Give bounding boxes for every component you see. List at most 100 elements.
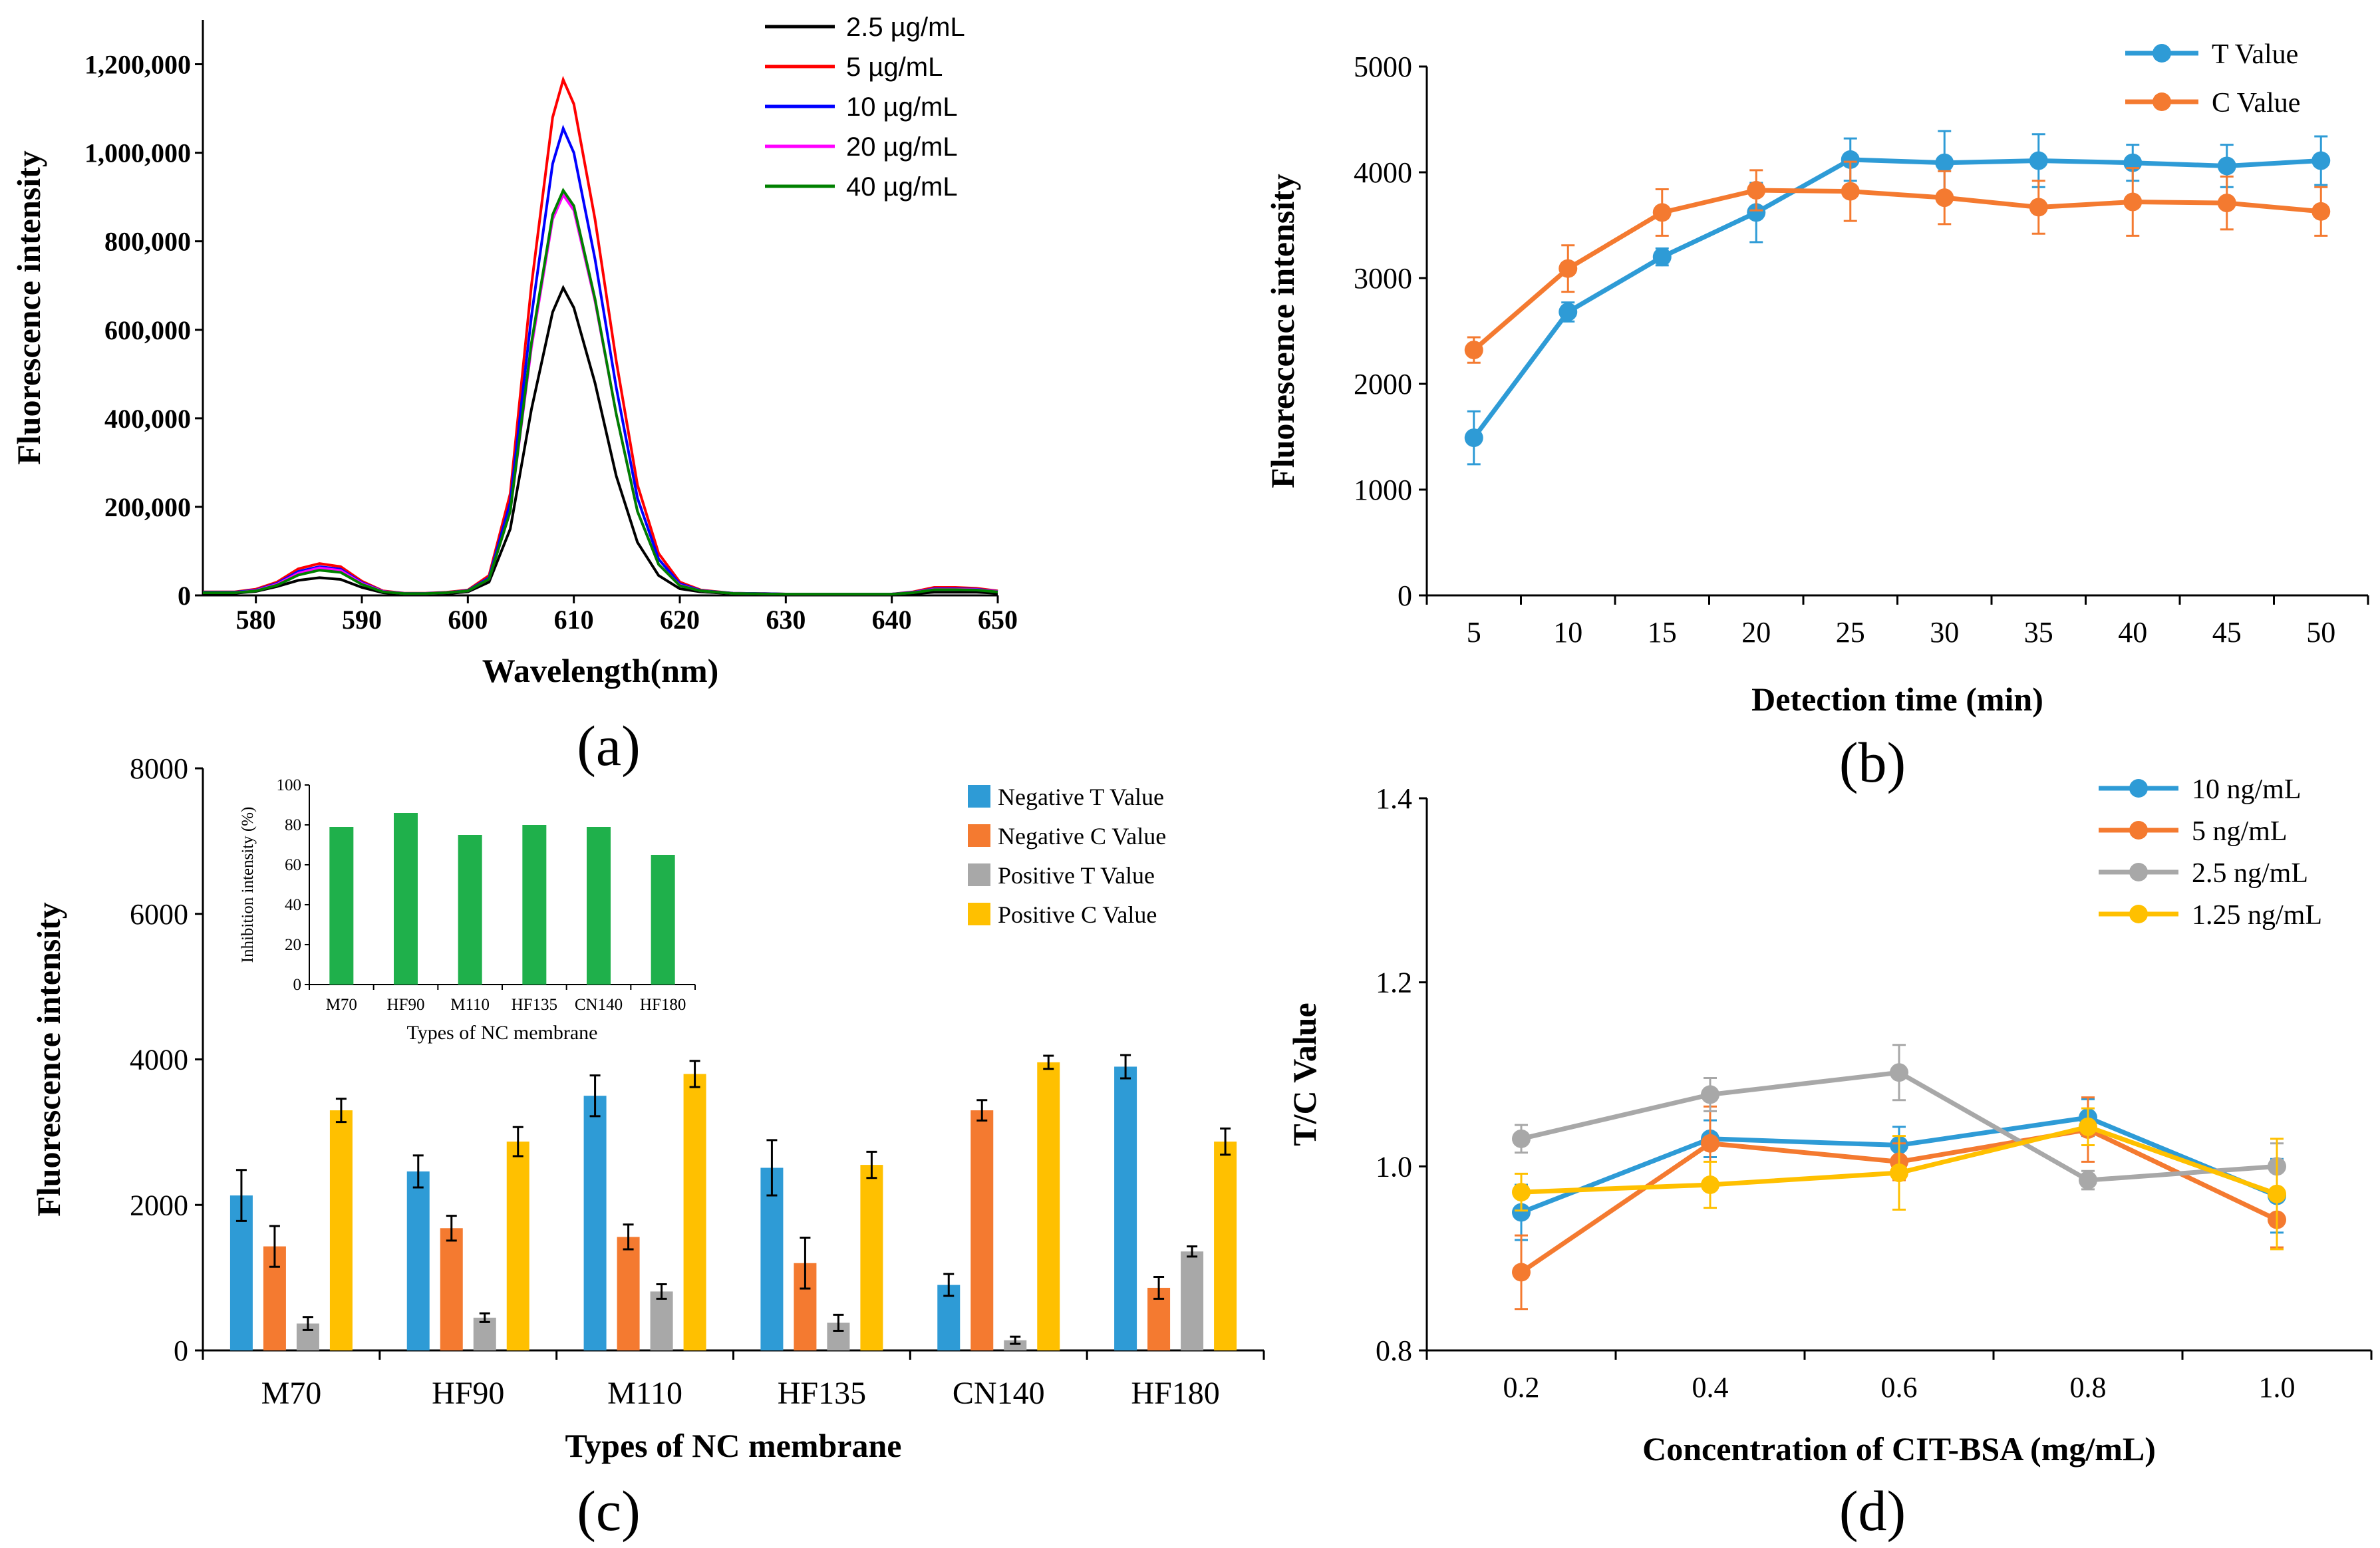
b-legend-label-c-value: C Value bbox=[2212, 88, 2300, 118]
b-point-c-value bbox=[2029, 198, 2048, 217]
d-y-tick-label: 1.4 bbox=[1376, 782, 1412, 815]
c-x-tick-label: CN140 bbox=[953, 1376, 1045, 1411]
c-x-tick-label: HF135 bbox=[778, 1376, 866, 1411]
b-x-tick-label: 5 bbox=[1467, 616, 1481, 649]
c-inset-y-tick-label: 0 bbox=[293, 976, 302, 994]
c-inset-y-tick-label: 40 bbox=[285, 896, 301, 914]
b-point-c-value bbox=[1747, 181, 1766, 200]
d-point-1-25-ng-ml bbox=[1701, 1175, 1719, 1194]
a-y-tick-label: 200,000 bbox=[104, 492, 191, 522]
c-x-tick-label: HF180 bbox=[1131, 1376, 1219, 1411]
b-x-tick-label: 35 bbox=[2024, 616, 2053, 649]
c-bar-positive-c-value-m110 bbox=[683, 1074, 706, 1350]
d-point-10-ng-ml bbox=[1512, 1203, 1531, 1222]
c-error-bar-positive-c-value bbox=[1220, 1127, 1231, 1156]
b-y-tick-label: 5000 bbox=[1354, 51, 1412, 83]
c-bar-negative-t-value-m110 bbox=[583, 1096, 607, 1350]
d-x-tick-label: 1.0 bbox=[2259, 1371, 2296, 1404]
c-y-tick-label: 6000 bbox=[130, 898, 188, 931]
c-y-axis-title: Fluorescence intensity bbox=[30, 902, 67, 1217]
c-error-bar-negative-c-value bbox=[1153, 1276, 1165, 1300]
c-bar-negative-t-value-hf180 bbox=[1114, 1066, 1137, 1350]
b-x-tick-label: 20 bbox=[1741, 616, 1771, 649]
a-x-tick-label: 620 bbox=[660, 605, 700, 635]
c-error-bar-negative-c-value bbox=[623, 1223, 634, 1251]
c-error-bar-positive-c-value bbox=[866, 1150, 877, 1179]
panel-a-spectra-chart: 0 200,000 400,000 600,000 800,000 1,000,000 1,… bbox=[10, 13, 1018, 778]
c-legend-swatch-positive-t-value bbox=[968, 863, 990, 886]
b-point-c-value bbox=[1935, 188, 1954, 208]
d-point-5-ng-ml bbox=[1701, 1134, 1719, 1153]
c-bar-positive-c-value-hf135 bbox=[860, 1165, 883, 1350]
c-inset-y-tick-label: 20 bbox=[285, 936, 301, 954]
b-x-tick-label: 10 bbox=[1553, 616, 1582, 649]
c-inset-bar-m70 bbox=[329, 827, 354, 985]
c-bar-positive-t-value-hf180 bbox=[1181, 1251, 1204, 1350]
c-error-bar-positive-t-value bbox=[833, 1313, 844, 1332]
c-error-bar-positive-t-value bbox=[479, 1312, 490, 1323]
d-point-1-25-ng-ml bbox=[1890, 1163, 1908, 1183]
c-legend-swatch-positive-c-value bbox=[968, 903, 990, 925]
c-inset-axes bbox=[309, 785, 695, 985]
c-legend-label-negative-t-value: Negative T Value bbox=[998, 784, 1164, 810]
d-y-tick-label: 0.8 bbox=[1376, 1334, 1412, 1367]
d-point-5-ng-ml bbox=[1512, 1263, 1531, 1282]
c-y-tick-label: 8000 bbox=[130, 752, 188, 785]
c-bar-positive-c-value-m70 bbox=[329, 1110, 353, 1350]
c-bar-positive-t-value-m110 bbox=[650, 1291, 673, 1350]
c-error-bar-negative-t-value bbox=[766, 1139, 778, 1197]
c-x-tick-label: M110 bbox=[607, 1376, 682, 1411]
d-point-2-5-ng-ml bbox=[1512, 1129, 1531, 1148]
panel-d-cit-bsa-chart: 0.8 1.0 1.2 1.4 0.2 0.4 0.6 0.8 1.0 Concentration… bbox=[1286, 774, 2373, 1543]
a-y-axis-title: Fluorescence intensity bbox=[10, 150, 47, 465]
c-error-bar-positive-c-value bbox=[512, 1126, 523, 1158]
d-y-axis-title: T/C Value bbox=[1286, 1003, 1323, 1146]
c-bar-positive-c-value-hf180 bbox=[1214, 1142, 1237, 1350]
b-point-c-value bbox=[2123, 192, 2143, 212]
c-bar-positive-c-value-hf90 bbox=[506, 1142, 529, 1350]
c-x-tick-label: M70 bbox=[261, 1376, 322, 1411]
c-inset-y-tick-label: 60 bbox=[285, 856, 301, 874]
b-x-tick-label: 30 bbox=[1930, 616, 1959, 649]
b-point-t-value bbox=[1935, 153, 1954, 172]
b-point-t-value bbox=[2217, 156, 2236, 176]
d-legend-label-10-ng-ml: 10 ng/mL bbox=[2192, 774, 2302, 805]
b-point-t-value bbox=[1559, 302, 1578, 321]
panel-c-nc-membrane-bar-chart: 0 2000 4000 6000 8000 M70 HF90 M110 HF135 CN140 HF… bbox=[30, 752, 1265, 1543]
c-inset-x-tick-label: HF90 bbox=[387, 996, 425, 1014]
b-point-c-value bbox=[1652, 203, 1672, 222]
b-point-c-value bbox=[1464, 341, 1483, 360]
c-inset-y-axis-title: Inhibition intensity (%) bbox=[239, 807, 257, 963]
a-x-tick-label: 610 bbox=[554, 605, 594, 635]
c-inset-bar-hf90 bbox=[394, 813, 418, 985]
c-error-bar-negative-t-value bbox=[943, 1273, 955, 1297]
c-error-bar-positive-c-value bbox=[1043, 1054, 1054, 1070]
d-point-1-25-ng-ml bbox=[2079, 1117, 2097, 1136]
d-y-tick-label: 1.0 bbox=[1376, 1150, 1412, 1183]
b-x-axis-title: Detection time (min) bbox=[1751, 681, 2043, 718]
d-point-1-25-ng-ml bbox=[2268, 1184, 2286, 1203]
b-y-tick-label: 4000 bbox=[1354, 156, 1412, 189]
c-error-bar-negative-c-value bbox=[976, 1099, 988, 1122]
c-error-bar-positive-t-value bbox=[656, 1283, 667, 1300]
a-x-tick-label: 640 bbox=[872, 605, 912, 635]
b-point-t-value bbox=[1841, 150, 1860, 169]
c-legend-label-positive-c-value: Positive C Value bbox=[998, 901, 1157, 928]
a-panel-label: (a) bbox=[577, 714, 640, 778]
c-inset-bar-hf135 bbox=[522, 825, 547, 985]
a-y-tick-label: 0 bbox=[178, 581, 191, 611]
panel-b-detection-time-chart: 0 1000 2000 3000 4000 5000 5 10 15 20 25 30 35 40 45 50… bbox=[1264, 39, 2369, 794]
a-x-axis-title: Wavelength(nm) bbox=[482, 652, 719, 689]
c-bar-positive-t-value-cn140 bbox=[1004, 1340, 1027, 1350]
b-series-line-c-value bbox=[1472, 188, 2321, 352]
c-inset-bar-cn140 bbox=[587, 827, 611, 985]
a-legend-label-5-g-ml: 5 µg/mL bbox=[846, 53, 943, 82]
d-x-tick-label: 0.6 bbox=[1881, 1371, 1918, 1404]
c-y-tick-label: 2000 bbox=[130, 1189, 188, 1221]
b-point-t-value bbox=[2029, 151, 2048, 170]
b-point-t-value bbox=[1464, 428, 1483, 448]
c-error-bar-positive-t-value bbox=[302, 1316, 313, 1331]
c-error-bar-negative-t-value bbox=[589, 1074, 601, 1118]
d-x-tick-label: 0.8 bbox=[2070, 1371, 2107, 1404]
d-point-2-5-ng-ml bbox=[1701, 1085, 1719, 1104]
